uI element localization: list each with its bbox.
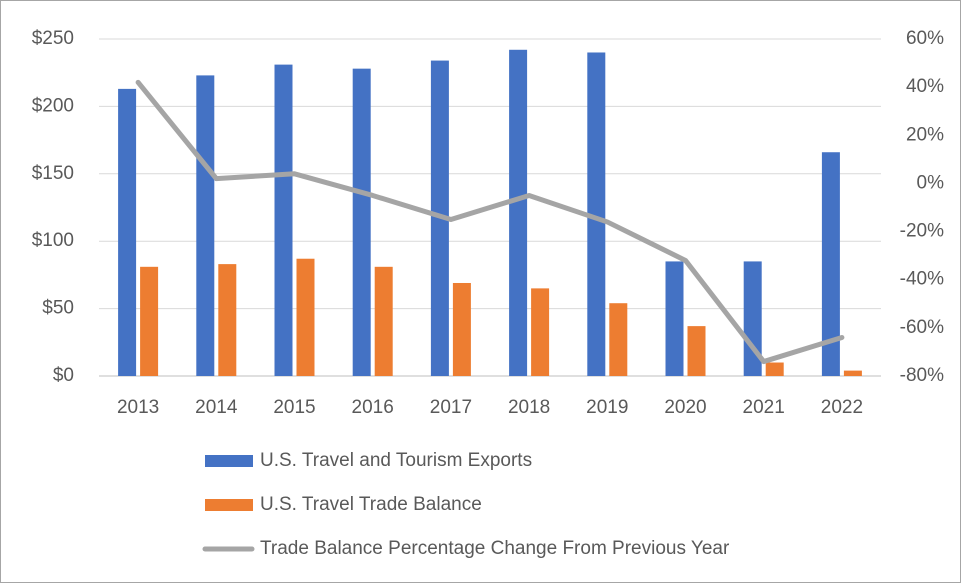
bar [140, 266, 159, 376]
bar [687, 326, 706, 376]
x-tick-label: 2021 [743, 397, 785, 418]
x-tick-label: 2014 [195, 397, 238, 418]
legend-label: Trade Balance Percentage Change From Pre… [260, 538, 730, 559]
line [135, 79, 845, 365]
bar [296, 258, 315, 376]
bar [665, 261, 684, 376]
y-tick-label: $50 [42, 298, 74, 319]
y-tick-label: $0 [53, 365, 74, 386]
legend-swatch [205, 499, 253, 511]
bar [765, 362, 784, 376]
bar [509, 49, 528, 377]
y2-tick-label: -80% [900, 365, 944, 386]
y-tick-label: $250 [32, 28, 74, 49]
bar [587, 52, 606, 376]
legend-swatch [205, 455, 253, 467]
x-tick-label: 2020 [664, 397, 706, 418]
x-tick-label: 2018 [508, 397, 550, 418]
y2-tick-label: -40% [900, 269, 944, 290]
bar [452, 282, 471, 376]
x-tick-label: 2016 [352, 397, 394, 418]
bar [609, 303, 628, 376]
bar [218, 264, 237, 376]
bar [196, 75, 215, 377]
y-tick-label: $200 [32, 95, 74, 116]
x-tick-label: 2013 [117, 397, 159, 418]
y-tick-label: $150 [32, 163, 74, 184]
bar [374, 266, 393, 376]
bar [274, 64, 293, 376]
y2-tick-label: 40% [906, 76, 944, 97]
y2-tick-label: -20% [900, 221, 944, 242]
bar [118, 88, 137, 376]
y2-tick-label: -60% [900, 317, 944, 338]
bar [843, 370, 862, 376]
y2-tick-label: 0% [917, 172, 945, 193]
y2-tick-label: 20% [906, 124, 944, 145]
bar [743, 261, 762, 376]
x-tick-label: 2022 [821, 397, 863, 418]
x-tick-label: 2017 [430, 397, 472, 418]
legend: U.S. Travel and Tourism Exports U.S. Trav… [202, 450, 730, 559]
bar [821, 152, 840, 376]
y-tick-label: $100 [32, 230, 74, 251]
bar [352, 68, 371, 376]
y2-tick-label: 60% [906, 28, 944, 49]
bar [531, 288, 550, 376]
legend-label: U.S. Travel and Tourism Exports [260, 450, 532, 471]
x-tick-label: 2019 [586, 397, 628, 418]
legend-label: U.S. Travel Trade Balance [260, 494, 482, 515]
x-tick-label: 2015 [273, 397, 315, 418]
